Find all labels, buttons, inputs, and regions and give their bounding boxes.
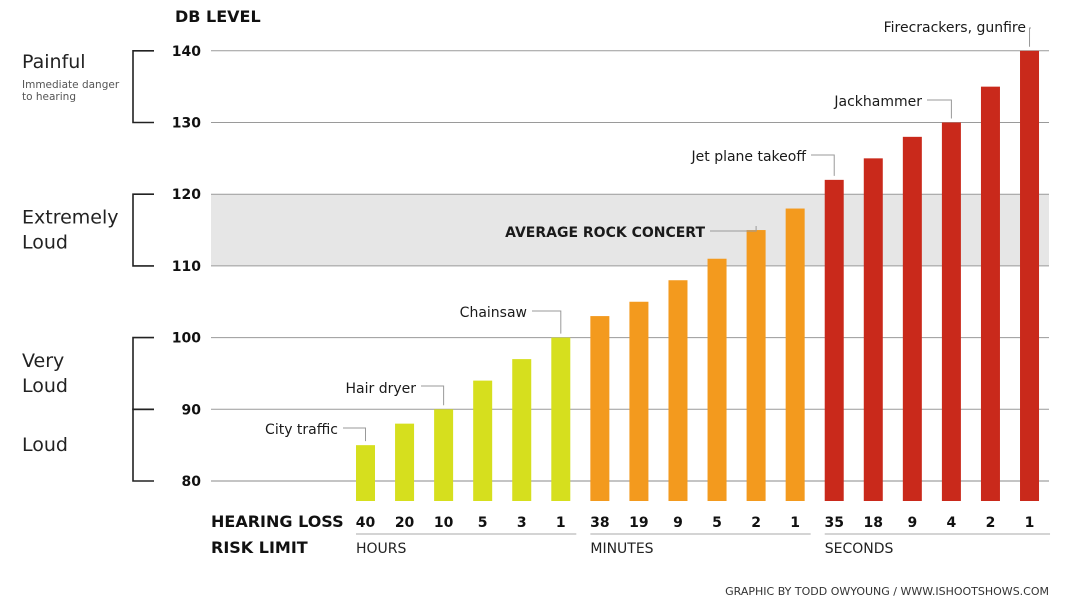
annotation-label: Jet plane takeoff [691,149,807,165]
zone-bracket [132,408,154,482]
zone-label: Very [22,350,64,372]
x-tick-label: 9 [673,515,683,531]
zone-label: Painful [22,51,86,73]
credit: GRAPHIC BY TODD OWYOUNG / WWW.ISHOOTSHOW… [725,585,1049,598]
bar [785,208,805,502]
x-tick-label: 38 [590,515,609,531]
x-tick-label: 2 [986,515,996,531]
bar [941,122,961,501]
bar [824,179,844,502]
bar [902,136,922,501]
bar [590,316,610,501]
annotation-leader [421,385,445,406]
bar [668,280,688,501]
annotation: AVERAGE ROCK CONCERT [505,225,757,241]
x-tick-label: 19 [629,515,648,531]
annotation: Jackhammer [833,94,952,119]
bar [629,301,649,501]
bar [746,230,766,502]
x-tick-label: 3 [517,515,527,531]
risk-label-line1: HEARING LOSS [211,512,344,531]
y-axis-title: DB LEVEL [175,7,261,26]
x-tick-label: 40 [356,515,376,531]
bar [473,380,493,501]
x-tick-label: 35 [824,515,843,531]
zone-label: Loud [22,434,68,456]
annotation-leader [343,427,366,442]
zone-note: Immediate danger [22,79,120,91]
y-tick-label: 100 [172,331,201,347]
y-tick-label: 140 [172,44,201,60]
zone: Loud [22,408,154,482]
bar [1020,50,1040,502]
zone-label: Extremely [22,207,119,229]
y-tick-label: 110 [172,259,201,275]
bar [395,423,415,501]
zone-label: Loud [22,375,68,397]
zone: Extremely Loud [22,193,154,267]
annotation-leader [532,310,562,334]
y-tick-label: 130 [172,116,201,132]
bars [356,50,1040,502]
x-tick-label: 5 [712,515,722,531]
zone-bracket [132,50,154,124]
bar [356,445,375,501]
x-tick-label: 9 [907,515,917,531]
annotation-leader [1029,27,1031,47]
bar [980,86,1000,502]
bar [434,409,454,501]
annotation-label: City traffic [265,422,338,438]
annotations: City traffic Hair dryer Chainsaw AVERAGE RO… [265,20,1031,442]
bar [707,258,727,501]
x-tick-label: 2 [751,515,761,531]
group-label: MINUTES [590,541,653,557]
group: SECONDS [824,533,1051,557]
annotation-label: AVERAGE ROCK CONCERT [505,225,705,241]
zone-label: Loud [22,232,68,254]
x-tick-label: 5 [478,515,488,531]
annotation-leader [710,226,757,232]
bar [551,337,571,501]
annotation: Hair dryer [346,381,445,406]
annotation: Firecrackers, gunfire [884,20,1031,47]
bar [863,158,883,501]
x-tick-label: 18 [864,515,883,531]
x-tick-label: 20 [395,515,415,531]
annotation: Jet plane takeoff [691,149,835,176]
zone-bracket [132,336,154,411]
x-tick-label: 4 [947,515,957,531]
y-tick-labels: 80 90 100 110 120 130 140 [172,44,201,490]
y-tick-label: 80 [182,474,202,490]
annotation-label: Jackhammer [833,94,922,110]
y-tick-label: 120 [172,187,201,203]
group-label: HOURS [356,541,407,557]
x-tick-label: 1 [790,515,800,531]
annotation: City traffic [265,422,366,442]
x-tick-label: 10 [434,515,454,531]
annotation-leader [811,154,835,176]
annotation: Chainsaw [460,305,562,334]
zone-bracket [132,193,154,267]
x-tick-label: 1 [1025,515,1035,531]
bar [512,359,532,501]
group: MINUTES [590,533,811,557]
time-groups: HOURS MINUTES SECONDS [356,533,1051,557]
group-label: SECONDS [825,541,894,557]
annotation-leader [927,99,952,119]
x-tick-label: 1 [556,515,566,531]
x-tick-labels: 40 20 10 5 3 1 38 19 9 5 2 1 35 18 9 4 2 1 [356,515,1035,531]
risk-label-line2: RISK LIMIT [211,538,308,557]
annotation-label: Hair dryer [346,381,417,397]
annotation-label: Chainsaw [460,305,527,321]
annotation-label: Firecrackers, gunfire [884,20,1026,36]
y-tick-label: 90 [182,402,202,418]
zone: Very Loud [22,336,154,411]
group: HOURS [356,533,577,557]
zone-note: to hearing [22,91,76,103]
